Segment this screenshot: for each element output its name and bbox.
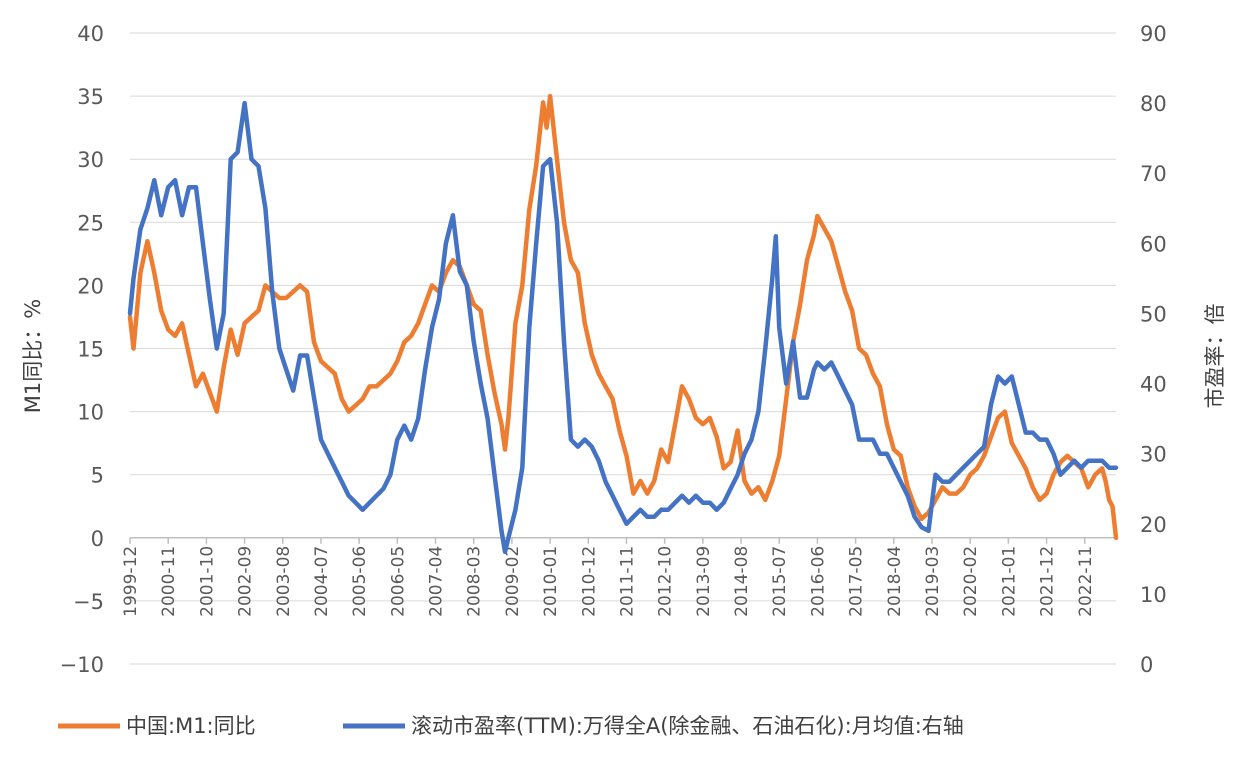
left-tick-label: 40 [77, 22, 104, 46]
x-tick-label: 2018-04 [885, 546, 905, 617]
pe-ttm-line [127, 100, 1119, 555]
x-tick-label: 2016-06 [808, 546, 828, 617]
right-tick-label: 40 [1140, 373, 1167, 397]
left-tick-label: 5 [91, 464, 104, 488]
x-axis-ticks: 1999-12 2000-11 2001-10 2002-09 2003-08 2004-… [121, 537, 1096, 617]
x-tick-label: 2021-01 [999, 546, 1019, 617]
right-axis-ticks: 90 80 70 60 50 40 30 20 10 0 [1140, 22, 1167, 677]
left-tick-label: −5 [73, 590, 104, 614]
right-tick-label: 70 [1140, 162, 1167, 186]
x-tick-label: 2007-04 [427, 546, 447, 617]
left-tick-label: 0 [91, 527, 104, 551]
right-tick-label: 90 [1140, 22, 1167, 46]
x-tick-label: 2002-09 [236, 546, 256, 617]
left-tick-label: 35 [77, 85, 104, 109]
x-tick-label: 2008-03 [465, 546, 485, 617]
x-tick-label: 2012-10 [656, 546, 676, 617]
x-tick-label: 2021-12 [1038, 546, 1058, 617]
x-tick-label: 2013-09 [694, 546, 714, 617]
x-tick-label: 2020-02 [961, 546, 981, 617]
left-axis-title: M1同比：% [21, 299, 45, 413]
right-axis-title: 市盈率：倍 [1203, 304, 1227, 409]
left-tick-label: −10 [60, 653, 104, 677]
m1-yoy-line [127, 93, 1119, 541]
x-tick-label: 2006-05 [388, 546, 408, 617]
x-tick-label: 2004-07 [312, 546, 332, 617]
x-tick-label: 2014-08 [732, 546, 752, 617]
x-tick-label: 2000-11 [159, 546, 179, 617]
x-tick-label: 2010-12 [579, 546, 599, 617]
left-tick-label: 15 [77, 338, 104, 362]
x-tick-label: 2011-11 [617, 546, 637, 617]
left-tick-label: 10 [77, 401, 104, 425]
x-tick-label: 2022-11 [1076, 546, 1096, 617]
legend: 中国:M1:同比 滚动市盈率(TTM):万得全A(除金融、石油石化):月均值:右… [58, 714, 964, 738]
right-tick-label: 60 [1140, 232, 1167, 256]
left-tick-label: 20 [77, 274, 104, 298]
legend-label-m1: 中国:M1:同比 [126, 714, 256, 738]
x-tick-label: 2019-03 [923, 546, 943, 617]
x-tick-label: 2009-02 [503, 546, 523, 617]
x-tick-label: 1999-12 [121, 546, 141, 617]
left-tick-label: 30 [77, 148, 104, 172]
left-axis-ticks: 40 35 30 25 20 15 10 5 0 −5 −10 [60, 22, 104, 677]
x-tick-label: 2001-10 [197, 546, 217, 617]
gridlines [130, 32, 1116, 665]
x-tick-label: 2015-07 [770, 546, 790, 617]
x-tick-label: 2003-08 [274, 546, 294, 617]
right-tick-label: 50 [1140, 302, 1167, 326]
right-tick-label: 20 [1140, 513, 1167, 537]
x-tick-label: 2010-01 [541, 546, 561, 617]
right-tick-label: 80 [1140, 92, 1167, 116]
x-tick-label: 2005-06 [350, 546, 370, 617]
right-tick-label: 0 [1140, 653, 1153, 677]
series-lines [127, 93, 1119, 555]
legend-label-pe: 滚动市盈率(TTM):万得全A(除金融、石油石化):月均值:右轴 [411, 714, 964, 738]
right-tick-label: 10 [1140, 583, 1167, 607]
right-tick-label: 30 [1140, 443, 1167, 467]
left-tick-label: 25 [77, 211, 104, 235]
x-tick-label: 2017-05 [847, 546, 867, 617]
